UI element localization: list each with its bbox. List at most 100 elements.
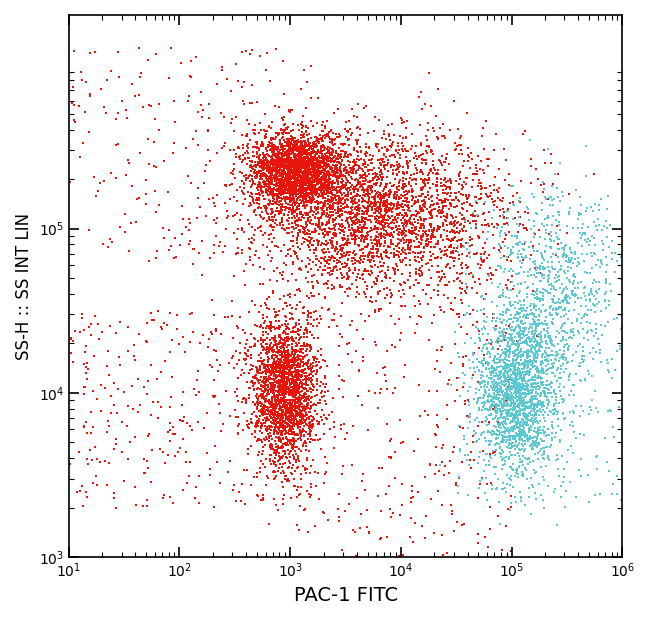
Point [493, 394, 503, 404]
Point [297, 386, 307, 396]
Point [315, 130, 325, 140]
Point [139, 383, 150, 392]
Point [546, 440, 556, 450]
Point [508, 347, 518, 356]
Point [354, 227, 365, 237]
Point [436, 174, 447, 184]
Point [503, 370, 514, 380]
Point [501, 424, 512, 434]
Point [372, 240, 382, 250]
Point [271, 373, 281, 383]
Point [252, 397, 262, 407]
Point [534, 225, 545, 235]
Point [289, 144, 300, 154]
Point [274, 174, 285, 184]
Point [313, 197, 323, 206]
Point [351, 227, 361, 237]
Point [96, 381, 106, 391]
Point [268, 166, 278, 175]
Point [397, 179, 408, 188]
Point [569, 408, 579, 418]
Point [291, 345, 301, 355]
Point [529, 403, 539, 413]
Point [488, 363, 499, 373]
Point [312, 162, 322, 172]
Point [263, 166, 273, 175]
Point [426, 200, 436, 210]
Point [90, 46, 100, 56]
Point [526, 394, 537, 404]
Point [532, 321, 543, 331]
Point [280, 311, 291, 321]
Point [254, 128, 264, 138]
Point [378, 284, 389, 294]
Point [375, 165, 385, 175]
Point [482, 191, 493, 201]
Point [278, 151, 288, 161]
Point [203, 145, 213, 155]
Point [577, 200, 587, 210]
Point [387, 340, 397, 350]
Point [306, 188, 316, 198]
Point [382, 283, 392, 293]
Point [274, 162, 285, 172]
Point [291, 161, 301, 171]
Point [337, 181, 347, 191]
Point [388, 388, 398, 398]
Point [607, 247, 618, 257]
Point [287, 332, 297, 342]
Point [268, 368, 278, 378]
Point [408, 280, 419, 290]
Point [447, 178, 457, 188]
Point [328, 199, 338, 209]
Point [532, 416, 543, 426]
Point [270, 364, 280, 374]
Point [326, 177, 336, 187]
Point [450, 253, 460, 263]
Point [274, 339, 284, 349]
Point [295, 326, 306, 335]
Point [281, 137, 292, 147]
Point [320, 173, 330, 183]
Point [285, 163, 296, 173]
Point [292, 166, 303, 176]
Point [328, 315, 339, 325]
Point [136, 68, 146, 78]
Point [281, 215, 292, 225]
Point [419, 215, 430, 224]
Point [305, 182, 315, 192]
Point [480, 215, 491, 224]
Point [455, 277, 465, 286]
Point [510, 423, 520, 433]
Point [292, 146, 303, 156]
Point [333, 191, 344, 201]
Point [530, 229, 540, 239]
Point [372, 227, 382, 237]
Point [408, 214, 419, 224]
Point [291, 347, 302, 357]
Point [499, 210, 509, 220]
Point [307, 272, 317, 281]
Point [164, 308, 175, 318]
Point [547, 297, 558, 307]
Point [410, 222, 421, 232]
Point [285, 389, 295, 399]
Point [268, 379, 278, 389]
Point [478, 165, 488, 175]
Point [343, 208, 353, 218]
Point [511, 407, 521, 417]
Point [254, 467, 265, 477]
Point [393, 211, 404, 221]
Point [292, 185, 303, 195]
Point [277, 167, 287, 177]
Point [291, 220, 302, 230]
Point [319, 206, 330, 216]
Point [287, 428, 298, 438]
Point [254, 158, 265, 168]
Point [505, 333, 515, 343]
Point [308, 181, 318, 191]
Point [391, 217, 402, 227]
Point [561, 355, 571, 365]
Point [288, 360, 298, 370]
Point [316, 141, 326, 151]
